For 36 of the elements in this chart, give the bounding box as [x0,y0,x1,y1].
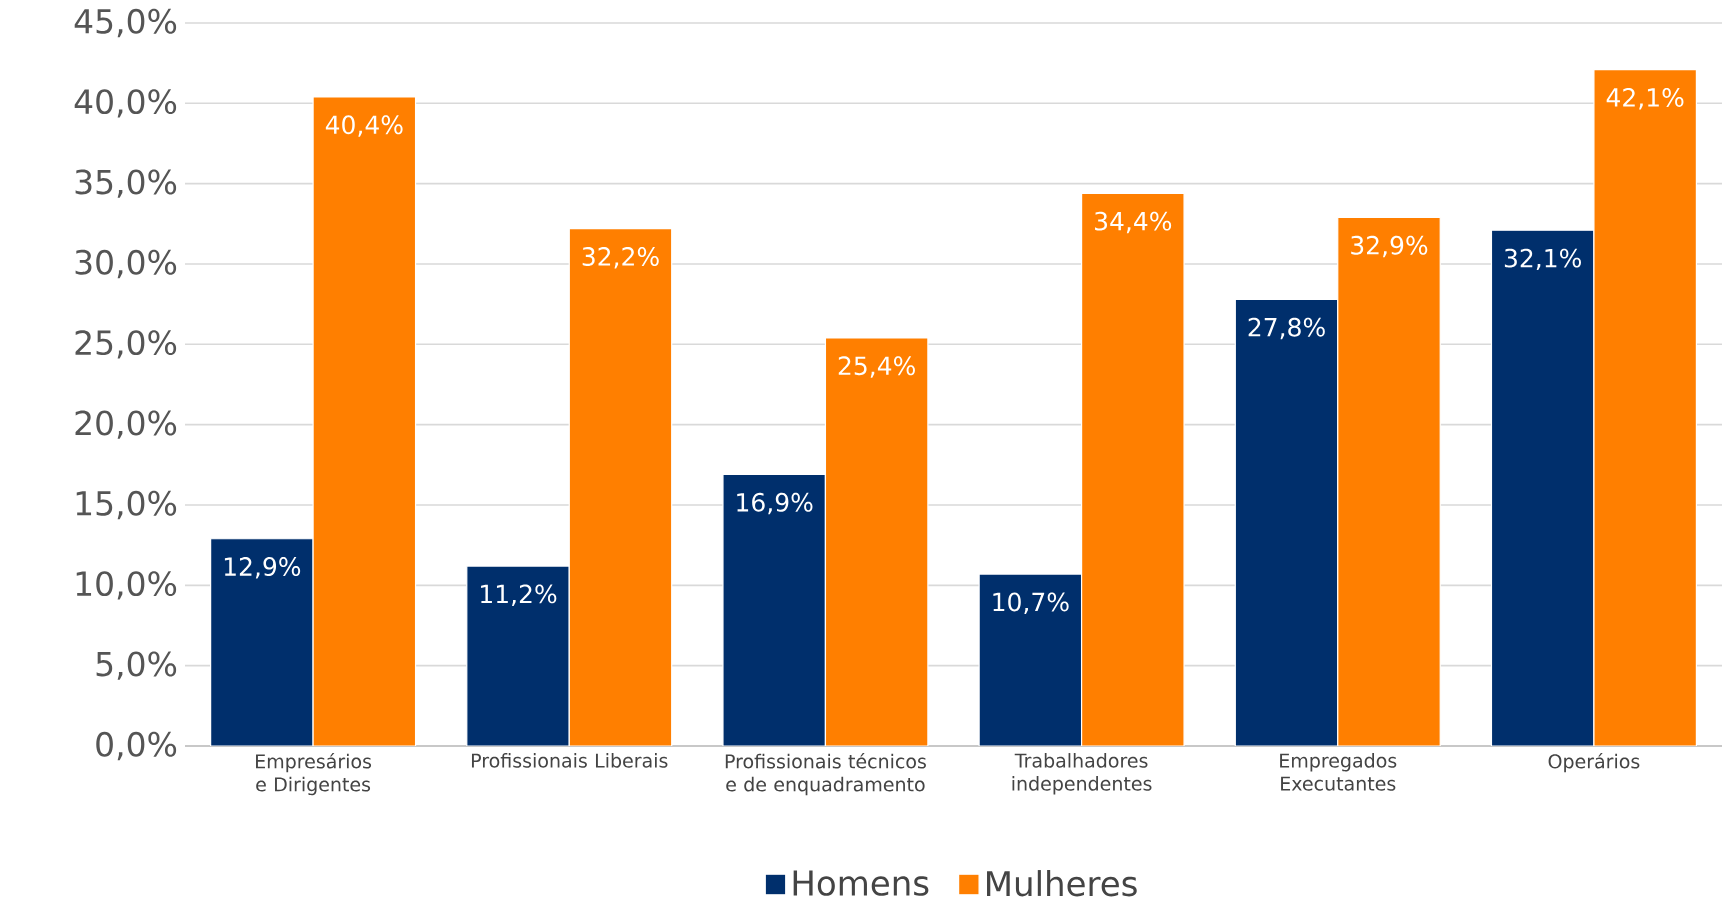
bar [210,538,314,747]
data-label: 32,1% [1504,248,1581,271]
bar [722,473,827,747]
x-tick-label: Empregados Executantes [1280,753,1397,791]
legend-label: Mulheres [987,870,1137,897]
y-tick-label: 25,0% [75,330,177,359]
bar [1234,298,1339,747]
data-label: 12,9% [224,557,301,579]
data-label: 16,9% [737,492,813,515]
y-tick-label: 35,0% [75,169,177,198]
data-label: 42,1% [1606,88,1684,110]
y-tick-label: 10,0% [76,571,177,600]
data-label: 32,9% [1351,235,1428,258]
data-label: 34,4% [1095,211,1172,234]
x-tick-label: Profissionais técnicos e de enquadramento [725,753,926,796]
y-tick-label: 45,0% [74,8,177,38]
legend-label: Homens [793,870,929,896]
x-tick-label: Operários [1548,753,1640,773]
x-tick-label: Trabalhadores independentes [1012,753,1152,795]
data-label: 25,4% [838,356,915,378]
data-label: 11,2% [481,584,557,606]
y-tick-label: 15,0% [76,490,177,520]
y-tick-label: 40,0% [74,89,177,118]
data-label: 40,4% [325,115,403,137]
data-label: 27,8% [1248,317,1325,340]
bar [1490,229,1595,747]
x-tick-label: Profissionais Liberais [471,753,668,768]
y-tick-label: 30,0% [75,249,177,279]
bar [978,573,1083,747]
bar [466,565,570,747]
y-tick-label: 20,0% [75,410,177,439]
data-label: 10,7% [993,592,1069,614]
x-tick-label: Empresários e Dirigentes [256,753,372,796]
y-tick-label: 5,0% [96,651,177,680]
y-tick-label: 0,0% [96,731,177,761]
data-label: 32,2% [582,247,659,269]
